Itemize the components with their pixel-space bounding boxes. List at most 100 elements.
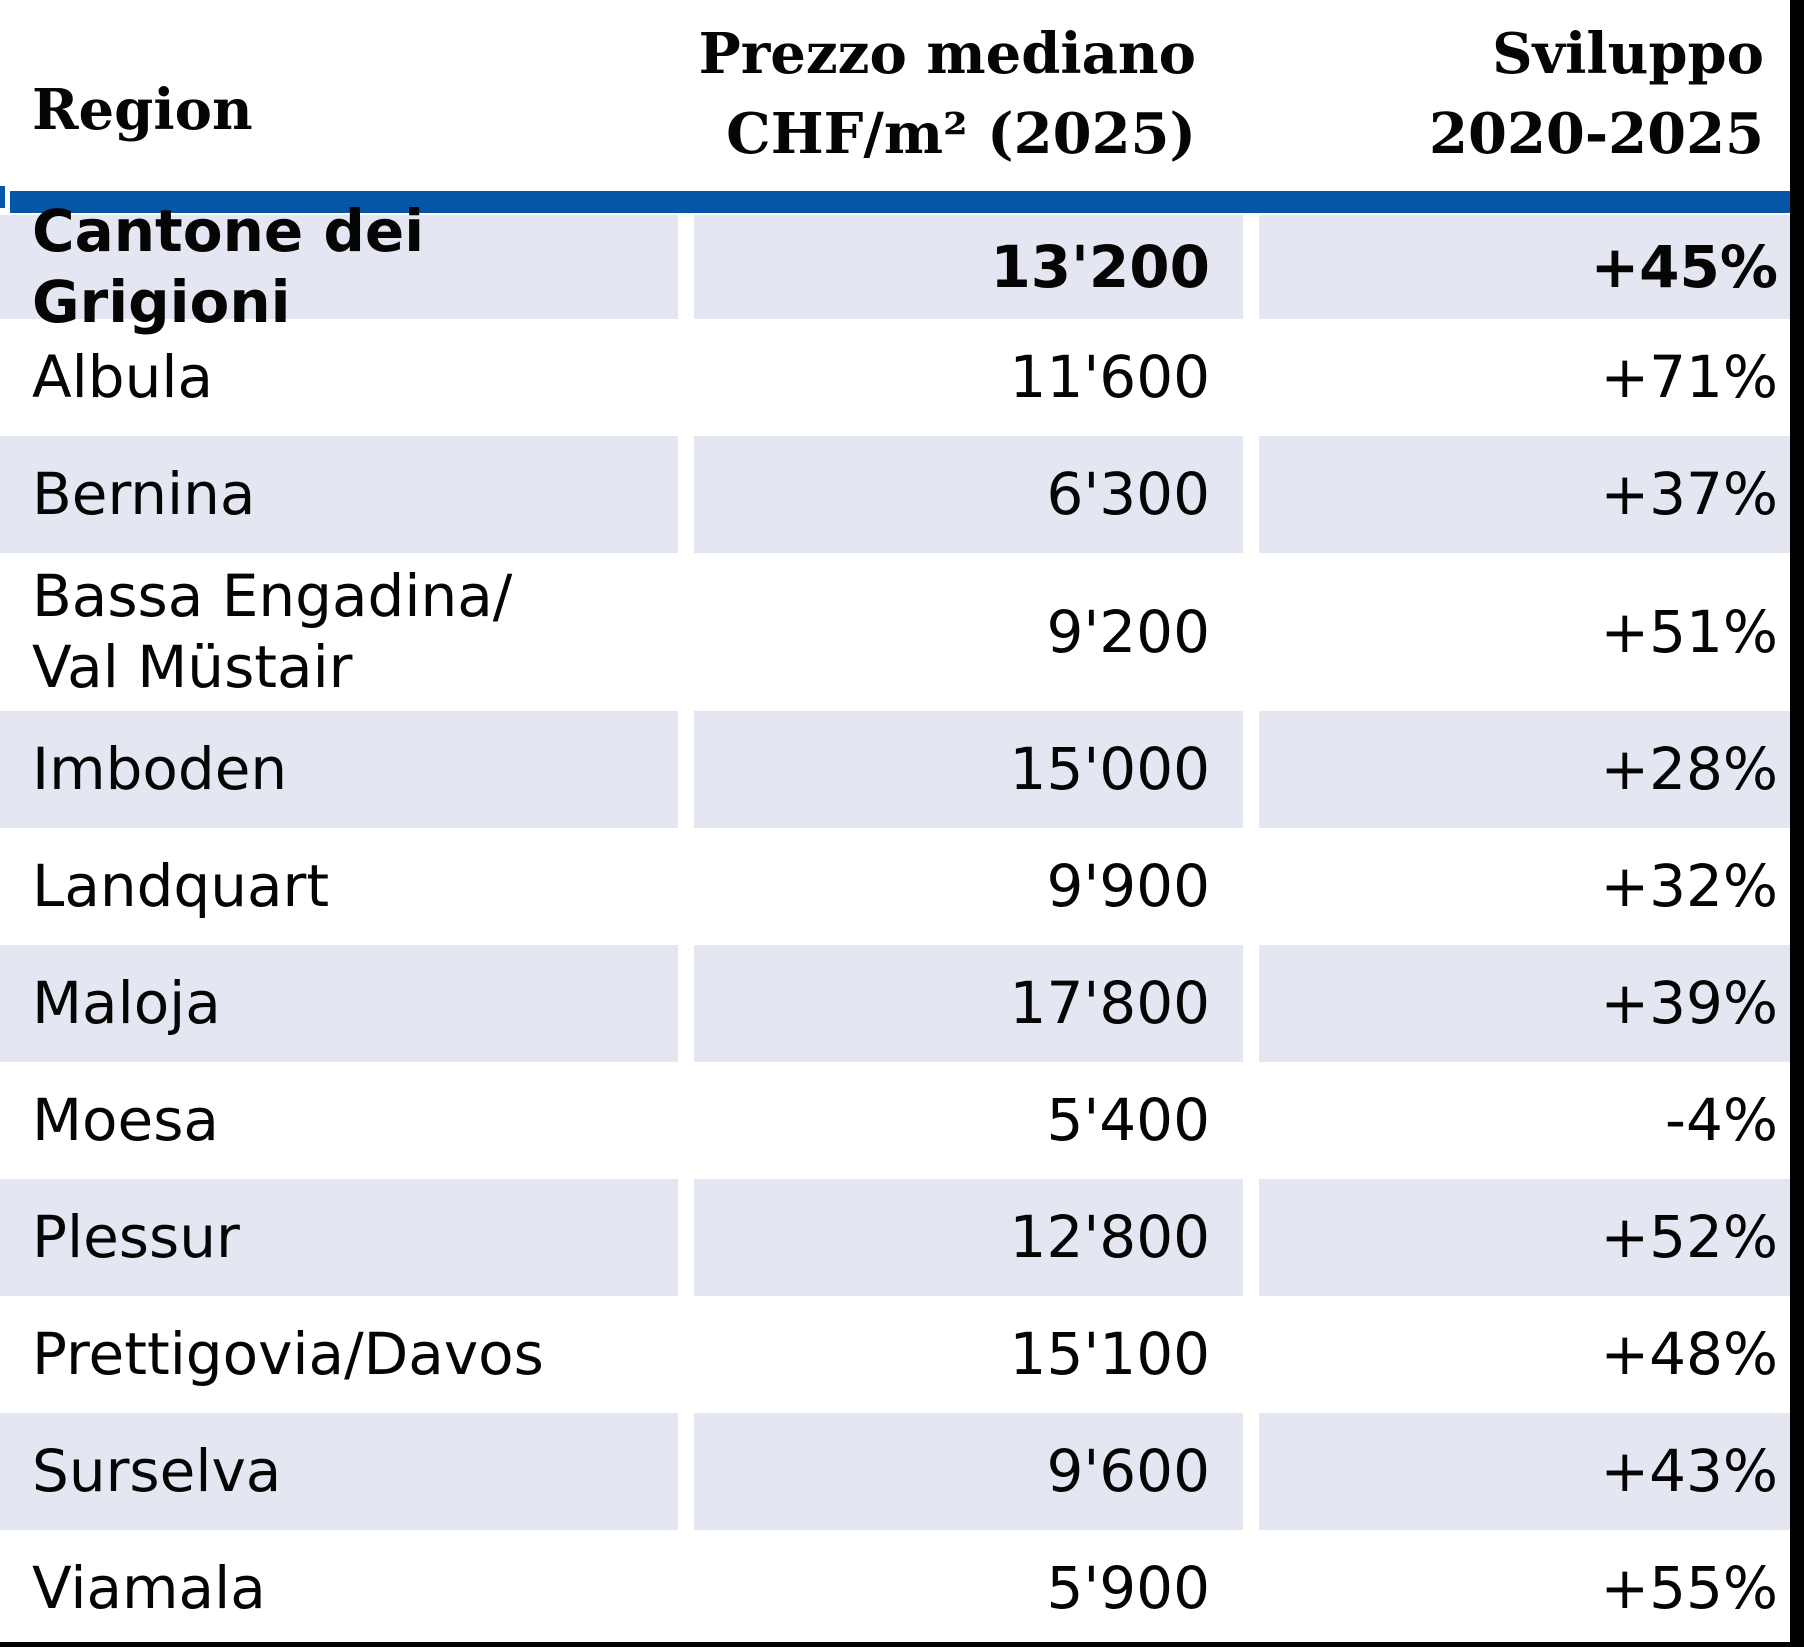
- change-cell: +48%: [1259, 1296, 1790, 1413]
- region-label: Maloja: [32, 969, 221, 1038]
- region-label: Viamala: [32, 1554, 266, 1623]
- region-label: Bernina: [32, 460, 256, 529]
- table-row: Surselva 9'600 +43%: [0, 1413, 1790, 1530]
- column-gap: [1243, 1062, 1259, 1179]
- change-value: +71%: [1600, 343, 1778, 412]
- change-cell: -4%: [1259, 1062, 1790, 1179]
- column-header-development: Sviluppo 2020-2025: [1429, 14, 1764, 174]
- column-gap: [678, 828, 694, 945]
- column-gap: [678, 319, 694, 436]
- change-cell: +43%: [1259, 1413, 1790, 1530]
- table-row: Bernina 6'300 +37%: [0, 436, 1790, 553]
- table-row: Bassa Engadina/ Val Müstair 9'200 +51%: [0, 553, 1790, 711]
- table-row: Imboden 15'000 +28%: [0, 711, 1790, 828]
- price-value: 12'800: [1009, 1203, 1210, 1272]
- region-cell: Plessur: [0, 1179, 678, 1296]
- price-cell: 5'900: [694, 1530, 1243, 1647]
- change-cell: +37%: [1259, 436, 1790, 553]
- table-body: Cantone dei Grigioni 13'200 +45% Albula …: [0, 197, 1790, 1647]
- change-value: +55%: [1600, 1554, 1778, 1623]
- header-divider-left-notch: [0, 186, 5, 208]
- price-cell: 12'800: [694, 1179, 1243, 1296]
- column-gap: [1243, 215, 1259, 319]
- change-value: +39%: [1600, 969, 1778, 1038]
- price-value: 5'900: [1046, 1554, 1210, 1623]
- region-label: Landquart: [32, 852, 330, 921]
- table-row: Prettigovia/Davos 15'100 +48%: [0, 1296, 1790, 1413]
- price-value: 6'300: [1046, 460, 1210, 529]
- change-value: +37%: [1600, 460, 1778, 529]
- region-label: Prettigovia/Davos: [32, 1320, 544, 1389]
- change-value: +28%: [1600, 735, 1778, 804]
- column-gap: [1243, 436, 1259, 553]
- price-cell: 9'900: [694, 828, 1243, 945]
- region-cell: Cantone dei Grigioni: [0, 197, 678, 336]
- column-gap: [678, 1413, 694, 1530]
- price-value: 5'400: [1046, 1086, 1210, 1155]
- screenshot-right-border: [1790, 0, 1804, 1647]
- region-cell: Imboden: [0, 711, 678, 828]
- region-cell: Viamala: [0, 1530, 678, 1647]
- table-row: Cantone dei Grigioni 13'200 +45%: [0, 197, 1790, 336]
- region-cell: Bassa Engadina/ Val Müstair: [0, 553, 678, 711]
- column-gap: [678, 945, 694, 1062]
- column-gap: [1243, 1413, 1259, 1530]
- price-value: 17'800: [1009, 969, 1210, 1038]
- region-cell: Landquart: [0, 828, 678, 945]
- change-cell: +32%: [1259, 828, 1790, 945]
- table-header: Region Prezzo mediano CHF/m² (2025) Svil…: [0, 0, 1790, 190]
- column-header-median-price: Prezzo mediano CHF/m² (2025): [699, 14, 1196, 174]
- column-header-median-price-line2: CHF/m² (2025): [726, 101, 1196, 167]
- table-bottom-border: [0, 1642, 1804, 1647]
- column-gap: [1243, 319, 1259, 436]
- column-header-median-price-line1: Prezzo mediano: [698, 21, 1196, 87]
- header-divider-bar: [10, 191, 1790, 213]
- price-cell: 9'600: [694, 1413, 1243, 1530]
- change-value: +32%: [1600, 852, 1778, 921]
- column-gap: [1243, 553, 1259, 711]
- column-gap: [1243, 711, 1259, 828]
- price-cell: 11'600: [694, 319, 1243, 436]
- change-cell: +39%: [1259, 945, 1790, 1062]
- change-value: +48%: [1600, 1320, 1778, 1389]
- region-cell: Prettigovia/Davos: [0, 1296, 678, 1413]
- column-header-region: Region: [32, 77, 253, 143]
- region-label: Moesa: [32, 1086, 219, 1155]
- price-value: 9'200: [1046, 597, 1210, 666]
- price-value: 15'100: [1009, 1320, 1210, 1389]
- price-value: 9'900: [1046, 852, 1210, 921]
- region-label: Surselva: [32, 1437, 282, 1506]
- table-row: Maloja 17'800 +39%: [0, 945, 1790, 1062]
- price-value: 9'600: [1046, 1437, 1210, 1506]
- column-header-development-line2: 2020-2025: [1429, 101, 1764, 167]
- column-gap: [678, 436, 694, 553]
- change-cell: +71%: [1259, 319, 1790, 436]
- price-value: 13'200: [990, 232, 1210, 301]
- change-value: +45%: [1590, 232, 1778, 301]
- price-cell: 9'200: [694, 553, 1243, 711]
- change-value: +43%: [1600, 1437, 1778, 1506]
- column-gap: [1243, 1179, 1259, 1296]
- table-row: Landquart 9'900 +32%: [0, 828, 1790, 945]
- column-gap: [1243, 1530, 1259, 1647]
- price-cell: 17'800: [694, 945, 1243, 1062]
- change-cell: +52%: [1259, 1179, 1790, 1296]
- price-cell: 15'100: [694, 1296, 1243, 1413]
- column-header-development-line1: Sviluppo: [1492, 21, 1764, 87]
- column-gap: [678, 1062, 694, 1179]
- price-value: 11'600: [1009, 343, 1210, 412]
- change-cell: +51%: [1259, 553, 1790, 711]
- price-cell: 13'200: [694, 215, 1243, 319]
- table-row: Plessur 12'800 +52%: [0, 1179, 1790, 1296]
- column-gap: [1243, 828, 1259, 945]
- region-label: Imboden: [32, 735, 288, 804]
- column-gap: [678, 1530, 694, 1647]
- table-row: Albula 11'600 +71%: [0, 319, 1790, 436]
- change-value: -4%: [1665, 1086, 1778, 1155]
- column-gap: [678, 215, 694, 319]
- change-value: +52%: [1600, 1203, 1778, 1272]
- region-cell: Moesa: [0, 1062, 678, 1179]
- column-gap: [678, 553, 694, 711]
- column-gap: [1243, 1296, 1259, 1413]
- region-cell: Albula: [0, 319, 678, 436]
